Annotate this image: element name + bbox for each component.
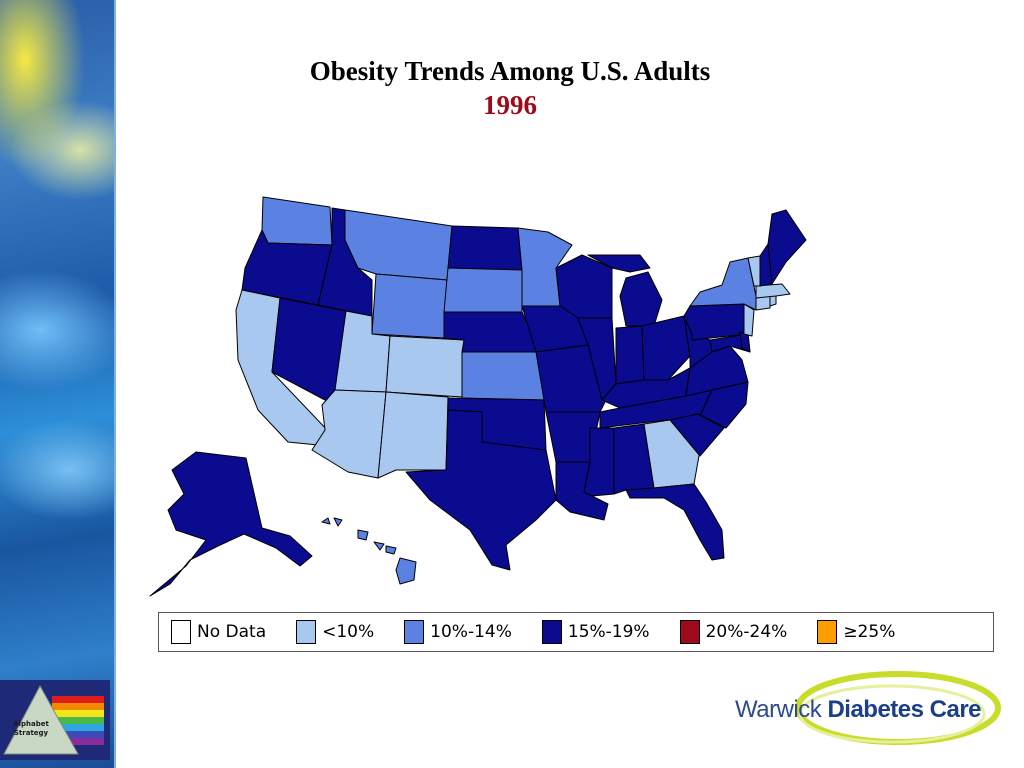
state-co (385, 335, 465, 398)
state-sc (669, 413, 725, 457)
decorative-background-strip (0, 0, 116, 768)
state-nm (377, 391, 449, 479)
state-fl (625, 483, 725, 561)
legend-item-15-19: 15%-19% (541, 620, 650, 644)
logo-prefix: Warwick (735, 696, 828, 723)
alphabet-strategy-badge: Alphabet Strategy (0, 680, 110, 760)
state-wy (371, 273, 448, 339)
pyramid-icon (0, 680, 110, 760)
state-pa (683, 303, 749, 341)
state-hi (321, 517, 417, 585)
legend-label: ≥25% (843, 622, 896, 642)
legend-swatch (404, 620, 425, 644)
slide-title: Obesity Trends Among U.S. Adults (309, 56, 711, 86)
state-in (615, 325, 645, 385)
legend-swatch (171, 620, 191, 644)
legend-label: No Data (197, 622, 267, 642)
state-az (311, 389, 387, 479)
badge-label: Alphabet Strategy (13, 720, 49, 737)
legend-label: 15%-19% (567, 622, 650, 642)
logo-brand: Diabetes Care (827, 696, 982, 723)
state-oh (641, 315, 691, 381)
state-me (767, 209, 807, 285)
state-nj (743, 303, 755, 337)
legend-swatch (817, 620, 838, 644)
state-ma (755, 283, 791, 299)
legend-item-no-data: No Data (171, 620, 266, 644)
warwick-logo-text: Warwick Diabetes Care (735, 696, 982, 724)
state-tx (405, 409, 557, 571)
state-ri (769, 295, 777, 307)
legend-item-20-24: 20%-24% (679, 620, 788, 644)
legend-item-10-14: 10%-14% (404, 620, 512, 644)
warwick-logo-swoosh (795, 671, 1001, 745)
legend-swatch (296, 620, 317, 644)
legend-swatch (679, 620, 700, 644)
state-wa (261, 196, 333, 246)
slide-title-block: Obesity Trends Among U.S. Adults 1996 (160, 54, 860, 122)
legend-label: 20%-24% (705, 622, 788, 642)
map-legend: No Data <10% 10%-14% 15%-19% 20%-24% ≥25… (158, 612, 994, 652)
legend-label: <10% (322, 622, 375, 642)
state-nd (447, 225, 523, 271)
legend-swatch (541, 620, 562, 644)
legend-item-lt10: <10% (296, 620, 374, 644)
state-sd (443, 267, 523, 313)
state-wi (555, 254, 613, 319)
state-ks (461, 351, 545, 401)
legend-item-25-plus: ≥25% (817, 620, 895, 644)
legend-label: 10%-14% (430, 622, 512, 642)
state-ak (149, 451, 313, 597)
state-mt (344, 209, 453, 281)
state-ny (689, 257, 757, 311)
slide-year: 1996 (483, 90, 537, 120)
